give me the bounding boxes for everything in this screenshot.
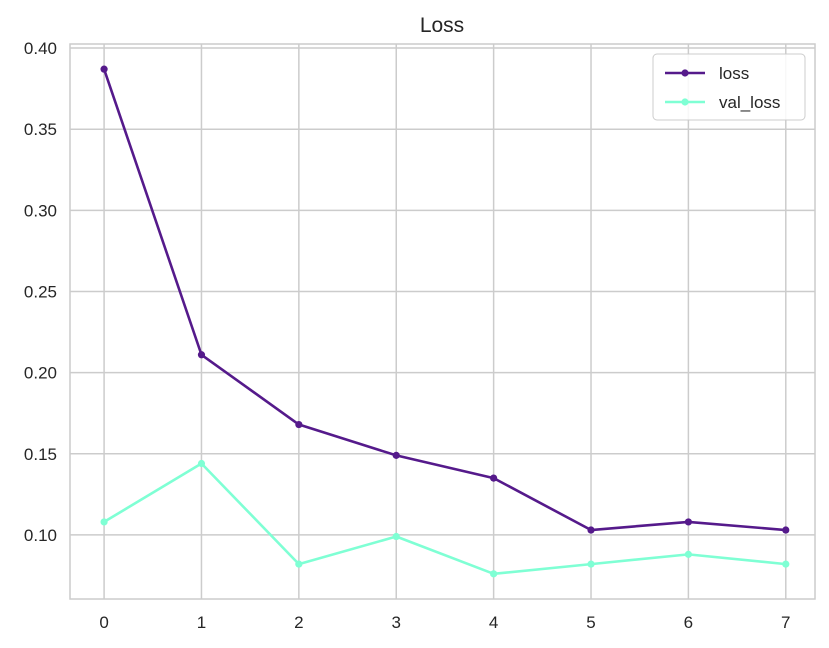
x-tick-label: 0: [99, 613, 108, 632]
y-tick-label: 0.30: [24, 201, 57, 220]
plot-area-border: [69, 43, 816, 600]
y-axis-ticks: 0.10 0.15 0.20 0.25 0.30 0.35 0.40: [24, 39, 57, 545]
data-point: [100, 65, 108, 73]
data-point: [197, 351, 206, 359]
chart-title: Loss: [420, 14, 464, 37]
axes-frame: [69, 43, 816, 600]
y-tick-label: 0.10: [24, 526, 57, 545]
data-point: [295, 560, 303, 568]
data-point: [490, 474, 498, 482]
x-axis-ticks: 0 1 2 3 4 5 6 7: [99, 613, 790, 632]
data-point: [392, 532, 400, 541]
data-point: [295, 420, 303, 429]
x-tick-label: 2: [294, 613, 303, 632]
y-tick-label: 0.20: [24, 364, 57, 383]
x-tick-label: 1: [197, 613, 206, 632]
data-point: [782, 560, 790, 568]
data-point: [587, 526, 595, 534]
series-loss: [100, 65, 790, 534]
series: [100, 65, 790, 578]
data-point: [490, 570, 498, 578]
series-line: [102, 462, 788, 576]
y-tick-label: 0.15: [24, 445, 57, 464]
x-tick-label: 4: [489, 613, 498, 632]
legend: loss val_loss: [652, 53, 806, 121]
data-point: [684, 518, 692, 526]
legend-item: loss: [665, 64, 749, 83]
data-point: [684, 550, 692, 558]
grid: [70, 44, 815, 599]
x-tick-label: 3: [392, 613, 401, 632]
series-val-loss: [100, 459, 790, 578]
legend-label: loss: [719, 64, 749, 83]
data-point: [100, 518, 108, 526]
x-tick-label: 6: [684, 613, 693, 632]
data-point: [392, 451, 400, 459]
y-tick-label: 0.25: [24, 282, 57, 301]
legend-marker: [681, 69, 689, 77]
x-tick-label: 5: [586, 613, 595, 632]
legend-marker: [681, 98, 689, 106]
x-tick-label: 7: [781, 613, 790, 632]
y-tick-label: 0.35: [24, 120, 57, 139]
legend-item: val_loss: [665, 93, 780, 112]
series-line: [102, 67, 788, 532]
data-point: [587, 560, 595, 568]
data-point: [782, 526, 790, 534]
y-tick-label: 0.40: [24, 39, 57, 58]
legend-label: val_loss: [719, 93, 780, 112]
legend-box: [652, 53, 806, 121]
data-point: [197, 459, 206, 468]
